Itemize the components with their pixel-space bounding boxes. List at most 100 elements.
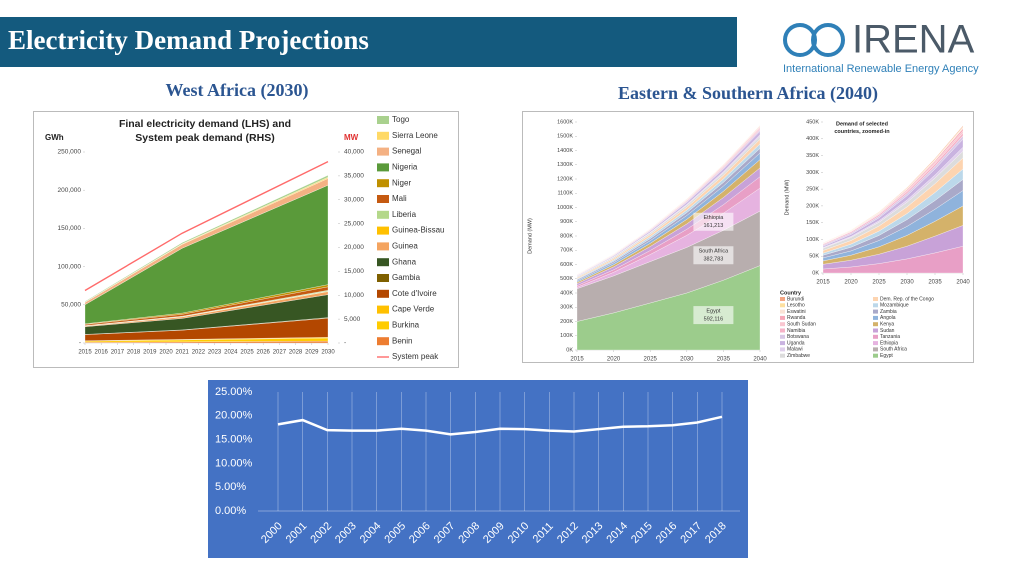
chart-title: countries, zoomed-in	[834, 129, 890, 135]
x-tick-label: 2015	[816, 280, 830, 286]
legend-swatch	[873, 315, 878, 320]
y2-tick-label: 40,000	[344, 149, 364, 156]
legend-label: Burundi	[787, 296, 804, 302]
y-tick-label: 250,000	[58, 149, 82, 156]
y-tick-label: 500K	[560, 276, 573, 282]
chart-title: System peak demand (RHS)	[135, 132, 274, 144]
chart: 0.00%5.00%10.00%15.00%20.00%25.00%200020…	[208, 380, 748, 558]
legend-label: Malawi	[787, 347, 803, 353]
y-tick-label: 50K	[809, 254, 819, 260]
x-tick-label: 2035	[928, 280, 942, 286]
panel-title: West Africa (2030)	[166, 80, 309, 101]
x-tick-label: 2027	[273, 350, 287, 356]
y2-tick-label: 15,000	[344, 268, 364, 275]
legend-swatch	[780, 341, 785, 346]
y-tick-label: 200,000	[58, 187, 82, 194]
y-tick-label: 1200K	[557, 176, 573, 182]
y-tick-label: 100K	[560, 333, 573, 339]
y2-axis-label: MW	[344, 133, 359, 142]
legend-swatch	[780, 309, 785, 314]
annotation-box	[693, 306, 734, 325]
y-tick-label: -	[79, 340, 81, 347]
y-tick-label: 100K	[806, 237, 819, 243]
y-tick-label: 50,000	[61, 302, 81, 309]
x-tick-label: 2020	[159, 350, 173, 356]
y2-tick-label: 35,000	[344, 173, 364, 180]
legend-swatch	[377, 116, 389, 124]
legend-swatch	[377, 195, 389, 203]
legend-label: South Sudan	[787, 322, 816, 328]
y-tick-label: 150K	[806, 220, 819, 226]
y-tick-label: 20.00%	[215, 410, 253, 422]
y-tick-label: 200K	[560, 319, 573, 325]
legend-label: Gambia	[392, 273, 421, 282]
x-tick-label: 2035	[717, 357, 731, 363]
annotation-name: South Africa	[699, 249, 730, 255]
legend-label: Guinea	[392, 242, 418, 251]
x-tick-label: 2015	[570, 357, 584, 363]
logo: IRENA International Renewable Energy Age…	[783, 18, 979, 75]
legend-swatch	[780, 353, 785, 358]
legend-label: Burkina	[392, 321, 420, 330]
legend-label: Kenya	[880, 322, 894, 328]
y-tick-label: 350K	[806, 153, 819, 159]
y-tick-label: 1100K	[558, 191, 574, 197]
chart-background	[208, 380, 748, 558]
x-tick-label: 2028	[289, 350, 303, 356]
x-tick-label: 2023	[208, 350, 222, 356]
x-tick-label: 2040	[753, 357, 767, 363]
x-tick-label: 2026	[257, 350, 271, 356]
line	[84, 160, 329, 292]
legend-swatch	[377, 321, 389, 330]
legend-label: Benin	[392, 336, 412, 345]
y-tick-label: 400K	[806, 136, 819, 142]
x-tick-label: 2015	[78, 350, 92, 356]
legend-swatch	[780, 315, 785, 320]
annotation-box	[693, 246, 734, 265]
x-tick-label: 2017	[111, 350, 125, 356]
annotation-box	[693, 212, 734, 231]
chart-title: Demand of selected	[836, 121, 888, 127]
annotation-name: Ethiopia	[703, 215, 724, 221]
chart: - 50,000 100,000 150,000 200,000 250,000 - 5,00…	[45, 115, 444, 361]
legend-label: Botswana	[787, 334, 809, 340]
y-tick-label: 400K	[560, 290, 573, 296]
legend-label: Rwanda	[787, 315, 806, 321]
legend-label: Liberia	[392, 210, 417, 219]
legend-label: System peak	[392, 352, 439, 361]
legend-label: Togo	[392, 115, 410, 124]
legend-swatch	[873, 309, 878, 314]
legend-label: Niger	[392, 178, 411, 187]
chart-title: Final electricity demand (LHS) and	[119, 118, 291, 130]
legend-swatch	[873, 341, 878, 346]
y-tick-label: 5.00%	[215, 481, 246, 493]
y-tick-label: 150,000	[58, 225, 82, 232]
x-tick-label: 2018	[127, 350, 141, 356]
legend-swatch	[873, 297, 878, 301]
x-tick-label: 2029	[305, 350, 319, 356]
y-tick-label: 10.00%	[215, 457, 253, 469]
legend-label: Senegal	[392, 147, 422, 156]
legend-swatch	[377, 337, 389, 346]
legend-label: Zambia	[880, 309, 897, 315]
y-tick-label: 800K	[560, 233, 573, 239]
legend-swatch	[780, 303, 785, 308]
y-tick-label: 700K	[560, 248, 573, 254]
legend-label: Ghana	[392, 257, 417, 266]
legend-swatch	[377, 179, 389, 188]
legend-swatch	[377, 305, 389, 314]
legend-label: Mozambique	[880, 303, 909, 309]
legend-swatch	[873, 322, 878, 327]
legend-label: Eswatini	[787, 309, 806, 315]
y2-tick-label: 20,000	[344, 244, 364, 251]
y-tick-label: 200K	[806, 203, 819, 209]
legend-label: Tanzania	[880, 334, 900, 340]
legend-swatch	[780, 328, 785, 333]
legend-swatch	[873, 347, 878, 352]
legend-swatch	[780, 347, 785, 352]
y-tick-label: 1000K	[557, 205, 573, 211]
legend-label: Dem. Rep. of the Congo	[880, 296, 934, 302]
legend-label: Cote d'Ivoire	[392, 289, 437, 298]
